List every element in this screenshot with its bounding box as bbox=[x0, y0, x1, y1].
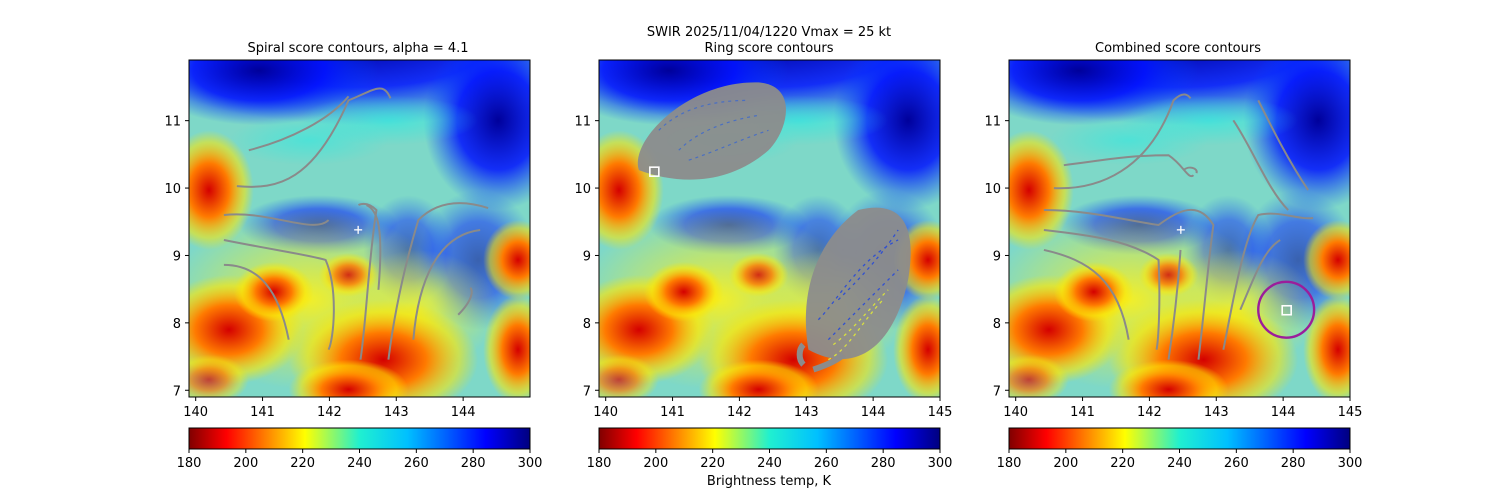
x-tick-label: 142 bbox=[727, 405, 752, 420]
x-tick-label: 143 bbox=[384, 405, 409, 420]
combined-contours bbox=[1043, 93, 1314, 360]
axes-frame-combined bbox=[1008, 59, 1351, 398]
x-tick-label: 144 bbox=[1271, 405, 1296, 420]
x-tick-label: 140 bbox=[183, 405, 208, 420]
y-tick-label: 7 bbox=[173, 384, 181, 399]
axes-frame-ring bbox=[598, 59, 941, 398]
colorbar-tick-label: 260 bbox=[404, 456, 429, 471]
colorbar-tick-label: 300 bbox=[518, 456, 543, 471]
combined-ring-circle bbox=[1257, 280, 1316, 339]
colorbar-label: Brightness temp, K bbox=[707, 474, 832, 489]
x-tick-label: 140 bbox=[1003, 405, 1028, 420]
combined-center-marker bbox=[1281, 304, 1292, 316]
colorbar-tick-label: 280 bbox=[1281, 456, 1306, 471]
heatmap-spiral bbox=[189, 60, 530, 397]
x-tick-label: 141 bbox=[250, 405, 275, 420]
y-tick-label: 9 bbox=[173, 249, 181, 264]
y-tick-label: 7 bbox=[993, 384, 1001, 399]
x-tick-label: 144 bbox=[451, 405, 476, 420]
x-tick-label: 141 bbox=[660, 405, 685, 420]
colorbar-combined bbox=[1008, 427, 1351, 450]
colorbar-tick-label: 220 bbox=[1110, 456, 1135, 471]
panel-ring bbox=[598, 59, 941, 398]
colorbar-ring bbox=[598, 427, 941, 450]
colorbar-tick-label: 300 bbox=[928, 456, 953, 471]
colorbar-tick-label: 260 bbox=[814, 456, 839, 471]
colorbar-tick-label: 200 bbox=[233, 456, 258, 471]
y-tick-label: 9 bbox=[583, 249, 591, 264]
y-tick-label: 11 bbox=[164, 115, 181, 130]
figure-suptitle: SWIR 2025/11/04/1220 Vmax = 25 kt bbox=[647, 25, 891, 40]
colorbar-tick-label: 260 bbox=[1224, 456, 1249, 471]
colorbar-tick-label: 180 bbox=[177, 456, 202, 471]
y-tick-label: 11 bbox=[984, 115, 1001, 130]
y-tick-label: 8 bbox=[173, 317, 181, 332]
colorbar-tick-label: 280 bbox=[461, 456, 486, 471]
axis-ticks: 140 141 142 143 144 7 8 9 10 11 180 200 220 240 260 280… bbox=[164, 115, 1362, 471]
colorbar-tick-label: 180 bbox=[587, 456, 612, 471]
colorbar-tick-label: 240 bbox=[757, 456, 782, 471]
x-tick-label: 142 bbox=[1137, 405, 1162, 420]
colorbar-tick-label: 220 bbox=[700, 456, 725, 471]
colorbar-tick-label: 240 bbox=[1167, 456, 1192, 471]
colorbar-tick-label: 280 bbox=[871, 456, 896, 471]
y-tick-label: 8 bbox=[583, 317, 591, 332]
panel-title-combined: Combined score contours bbox=[1095, 41, 1261, 56]
x-tick-label: 143 bbox=[1204, 405, 1229, 420]
y-tick-label: 10 bbox=[984, 182, 1001, 197]
colorbar-tick-label: 200 bbox=[643, 456, 668, 471]
x-tick-label: 141 bbox=[1070, 405, 1095, 420]
panel-spiral: Spiral score contours, alpha = 4.1 bbox=[188, 41, 531, 398]
colorbar-tick-label: 180 bbox=[997, 456, 1022, 471]
heatmap-combined bbox=[1009, 60, 1350, 397]
x-tick-label: 143 bbox=[794, 405, 819, 420]
y-tick-label: 10 bbox=[574, 182, 591, 197]
y-tick-label: 7 bbox=[583, 384, 591, 399]
y-tick-label: 9 bbox=[993, 249, 1001, 264]
figure-subtitle: Ring score contours bbox=[704, 41, 833, 56]
colorbar-tick-label: 220 bbox=[290, 456, 315, 471]
x-tick-label: 145 bbox=[928, 405, 953, 420]
ring-center-marker bbox=[649, 166, 660, 177]
panel-title-spiral: Spiral score contours, alpha = 4.1 bbox=[247, 41, 468, 56]
spiral-contours bbox=[223, 87, 489, 360]
ring-contours bbox=[637, 82, 911, 373]
colorbar-spiral bbox=[188, 427, 531, 450]
axes-frame-spiral bbox=[188, 59, 531, 398]
x-tick-label: 145 bbox=[1338, 405, 1363, 420]
panel-combined: Combined score contours bbox=[1008, 41, 1351, 398]
y-tick-label: 11 bbox=[574, 115, 591, 130]
x-tick-label: 142 bbox=[317, 405, 342, 420]
y-tick-label: 8 bbox=[993, 317, 1001, 332]
x-tick-label: 144 bbox=[861, 405, 886, 420]
y-tick-label: 10 bbox=[164, 182, 181, 197]
colorbar-tick-label: 200 bbox=[1053, 456, 1078, 471]
colorbar-tick-label: 300 bbox=[1338, 456, 1363, 471]
heatmap-ring bbox=[599, 60, 940, 397]
x-tick-label: 140 bbox=[593, 405, 618, 420]
colorbar-tick-label: 240 bbox=[347, 456, 372, 471]
